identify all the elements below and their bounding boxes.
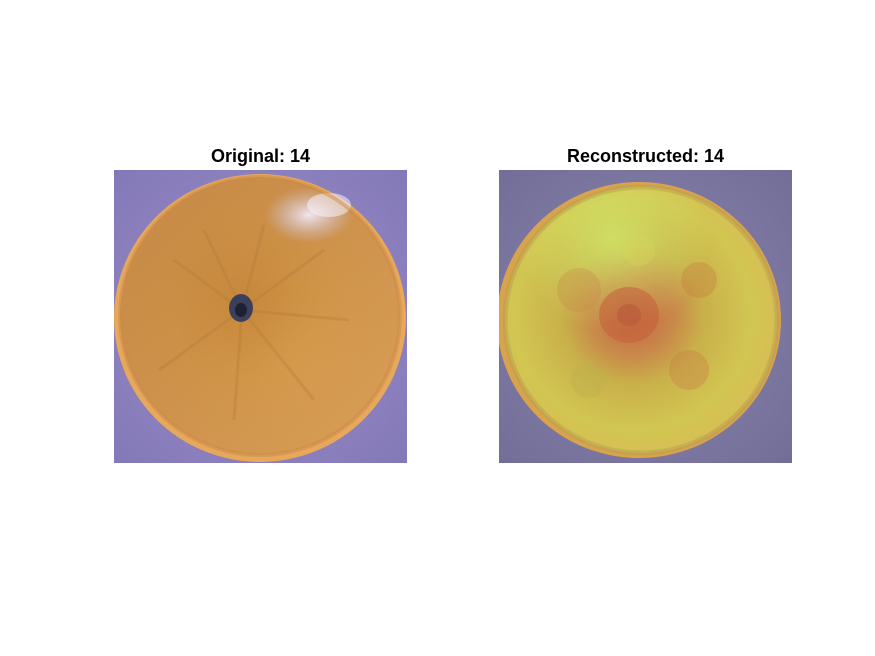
reconstructed-image — [499, 170, 792, 463]
panel-title-reconstructed: Reconstructed: 14 — [566, 146, 725, 166]
panel-title-original: Original: 14 — [210, 146, 311, 166]
original-image — [114, 170, 407, 463]
